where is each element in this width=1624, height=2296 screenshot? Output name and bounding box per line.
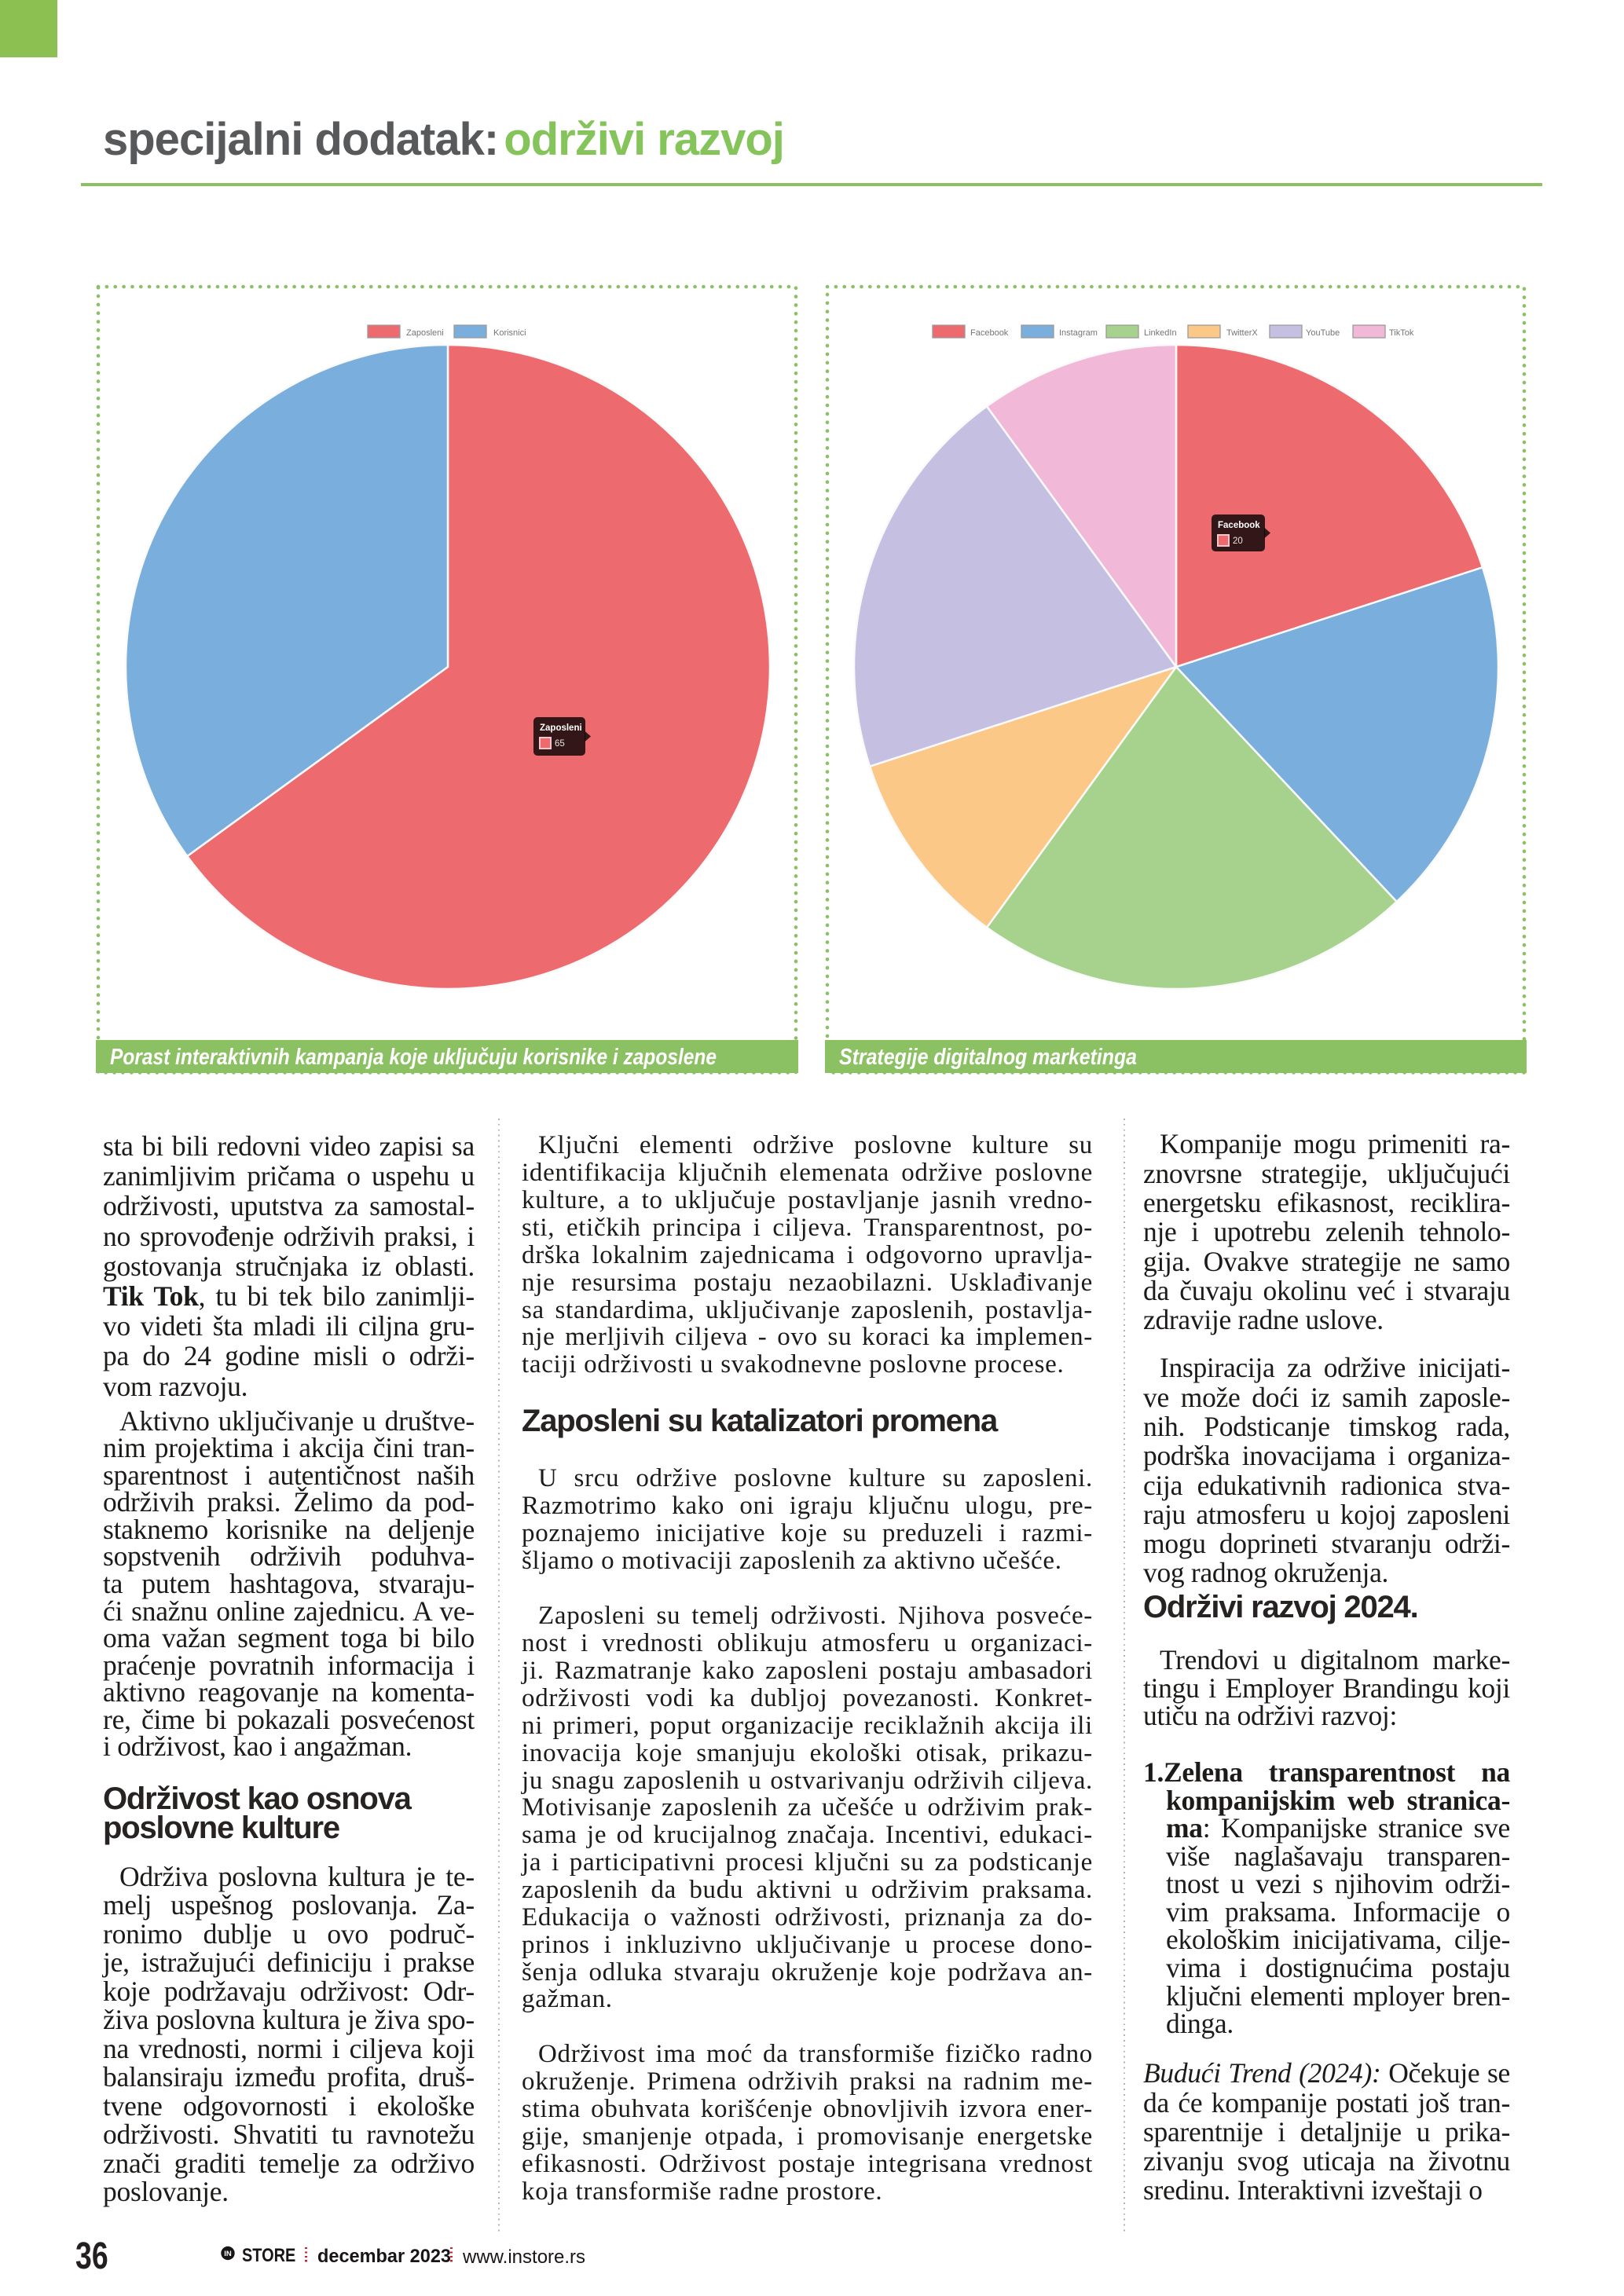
svg-text:65: 65 xyxy=(555,739,565,749)
svg-text:Instagram: Instagram xyxy=(1059,328,1098,338)
svg-text:Korisnici: Korisnici xyxy=(493,328,526,338)
svg-text:Zaposleni: Zaposleni xyxy=(406,328,444,338)
svg-text:IN: IN xyxy=(224,2250,232,2258)
svg-text:YouTube: YouTube xyxy=(1306,328,1340,338)
svg-text:Porast interaktivnih kampanja: Porast interaktivnih kampanja koje uklju… xyxy=(110,1045,717,1070)
svg-text:TwitterX: TwitterX xyxy=(1226,328,1258,338)
svg-text:Zaposleni: Zaposleni xyxy=(540,723,582,733)
svg-text:Strategije digitalnog marketin: Strategije digitalnog marketinga xyxy=(839,1045,1137,1070)
svg-text:20: 20 xyxy=(1233,536,1243,546)
svg-text:LinkedIn: LinkedIn xyxy=(1144,328,1177,338)
svg-text:Facebook: Facebook xyxy=(970,328,1009,338)
svg-text:TikTok: TikTok xyxy=(1389,328,1414,338)
svg-text:Facebook: Facebook xyxy=(1218,521,1260,530)
